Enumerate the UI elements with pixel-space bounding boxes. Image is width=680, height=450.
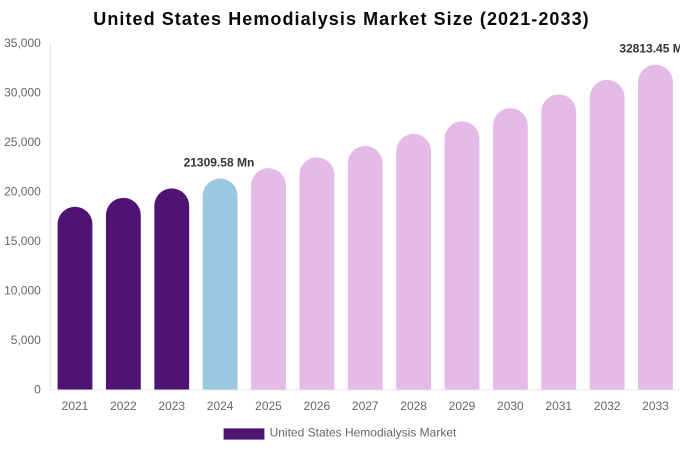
svg-text:2031: 2031 xyxy=(545,399,572,413)
svg-text:2023: 2023 xyxy=(158,399,185,413)
svg-text:2033: 2033 xyxy=(642,399,669,413)
svg-text:2027: 2027 xyxy=(352,399,379,413)
svg-text:2032: 2032 xyxy=(594,399,621,413)
svg-text:2022: 2022 xyxy=(110,399,137,413)
svg-text:30,000: 30,000 xyxy=(4,85,41,99)
svg-text:2030: 2030 xyxy=(497,399,524,413)
svg-text:2026: 2026 xyxy=(304,399,331,413)
svg-text:United States Hemodialysis Mar: United States Hemodialysis Market xyxy=(270,425,457,439)
svg-text:United States Hemodialysis Mar: United States Hemodialysis Market Size (… xyxy=(93,9,589,29)
svg-text:2024: 2024 xyxy=(207,399,234,413)
svg-text:0: 0 xyxy=(34,382,41,396)
svg-text:2028: 2028 xyxy=(400,399,427,413)
svg-text:5,000: 5,000 xyxy=(11,333,41,347)
svg-text:32813.45 Mn: 32813.45 Mn xyxy=(619,41,680,55)
svg-text:15,000: 15,000 xyxy=(4,234,41,248)
svg-text:2025: 2025 xyxy=(255,399,282,413)
svg-text:10,000: 10,000 xyxy=(4,283,41,297)
svg-text:2029: 2029 xyxy=(449,399,476,413)
svg-text:20,000: 20,000 xyxy=(4,184,41,198)
svg-text:35,000: 35,000 xyxy=(4,36,41,50)
svg-text:21309.58 Mn: 21309.58 Mn xyxy=(184,155,255,169)
svg-text:2021: 2021 xyxy=(62,399,89,413)
svg-text:25,000: 25,000 xyxy=(4,135,41,149)
